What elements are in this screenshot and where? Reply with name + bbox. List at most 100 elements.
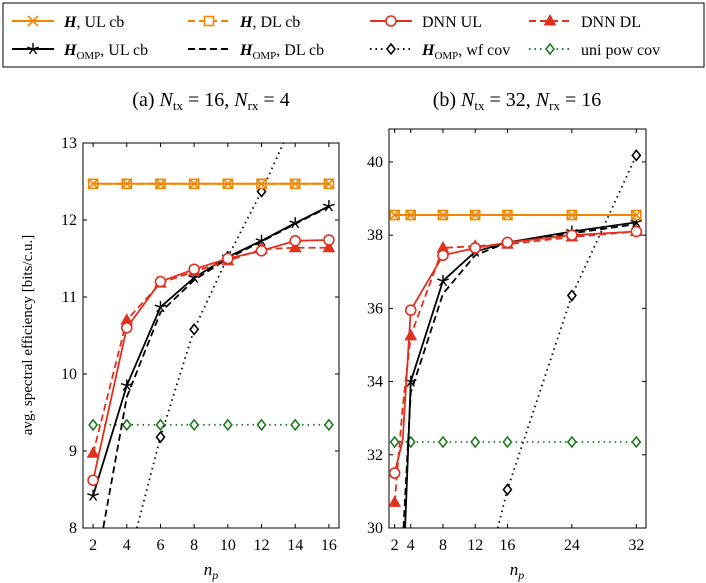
data-point [155, 430, 166, 444]
legend-entry: DNN DL [529, 13, 641, 31]
data-point [121, 418, 132, 432]
data-point [222, 252, 234, 265]
x-tick-label: 8 [439, 537, 447, 554]
legend-label: HOMP, UL cb [63, 42, 148, 62]
series-line [404, 221, 637, 528]
data-point [86, 446, 100, 458]
legend-entry: HOMP, UL cb [12, 42, 148, 62]
data-point [222, 418, 233, 432]
y-tick-label: 13 [61, 135, 77, 152]
data-point [120, 321, 133, 334]
x-axis-label-a: np [204, 560, 219, 582]
legend-entry: DNN UL [370, 14, 482, 31]
data-point [255, 178, 268, 190]
data-point [404, 328, 418, 341]
legend-entry: HOMP, DL cb [188, 42, 324, 62]
legend-entry: HOMP, wf cov [370, 42, 510, 62]
data-point [289, 178, 301, 190]
legend-label: uni pow cov [581, 42, 660, 59]
data-point [501, 236, 514, 249]
data-point [437, 209, 449, 221]
y-tick-label: 9 [69, 443, 77, 460]
legend-label: H, DL cb [239, 14, 300, 31]
data-point [630, 209, 642, 221]
data-point [222, 178, 234, 190]
data-point [631, 435, 642, 449]
y-tick-label: 38 [367, 227, 383, 244]
data-point [255, 234, 268, 247]
data-point [323, 418, 334, 432]
x-tick-label: 8 [190, 537, 198, 554]
x-tick-label: 6 [156, 537, 164, 554]
legend-label: DNN UL [422, 14, 482, 31]
data-point [566, 209, 578, 221]
data-point [389, 467, 401, 479]
data-point [437, 274, 449, 287]
panel-a-frame [82, 142, 340, 529]
data-point [389, 209, 401, 221]
data-point [322, 200, 335, 212]
y-tick-label: 40 [367, 154, 383, 171]
series-line [92, 246, 329, 454]
data-point [630, 225, 643, 238]
y-tick-label: 8 [69, 520, 77, 537]
data-point [389, 495, 401, 507]
series-group [389, 149, 643, 528]
data-point [322, 240, 336, 253]
legend-marker [203, 15, 215, 27]
data-point [290, 418, 301, 432]
data-point [121, 178, 133, 190]
data-point [88, 418, 99, 432]
series-line [393, 230, 637, 503]
legend-marker [27, 43, 39, 55]
data-point [404, 375, 417, 387]
legend-label: HOMP, wf cov [421, 42, 510, 62]
legend-label: DNN DL [581, 14, 641, 31]
series-line [102, 206, 330, 528]
x-tick-label: 2 [391, 537, 399, 554]
data-point [288, 240, 302, 253]
data-point [189, 323, 200, 336]
legend-label: HOMP, DL cb [239, 42, 324, 62]
data-point [255, 245, 268, 257]
series-line [92, 239, 329, 481]
data-point [566, 229, 578, 241]
x-tick-label: 16 [321, 537, 337, 554]
data-point [437, 249, 449, 262]
legend-label: H, UL cb [63, 14, 124, 31]
data-point [404, 304, 417, 316]
data-point [154, 301, 167, 313]
data-point [323, 178, 335, 190]
panel-a: 2 4 6 8 10 12 14 16 8 9 10 11 12 13 [61, 135, 339, 554]
panel-b-frame [388, 128, 647, 529]
x-tick-label: 12 [467, 537, 483, 554]
data-point [470, 435, 481, 449]
data-point [566, 435, 577, 449]
series-line [92, 205, 330, 496]
x-tick-label: 4 [123, 537, 131, 554]
panel-b: 2 4 8 12 16 24 32 30 32 34 36 38 40 [367, 129, 646, 554]
data-point [87, 474, 99, 487]
x-tick-label: 4 [407, 537, 415, 554]
y-axis-label: avg. spectral efficiency [bits/c.u.] [20, 235, 36, 435]
data-point [256, 418, 267, 432]
legend-marker [544, 42, 556, 56]
x-tick-label: 24 [564, 537, 580, 554]
data-point [502, 483, 513, 496]
data-point [120, 379, 133, 391]
series-group [86, 143, 336, 528]
data-point [405, 209, 417, 221]
y-tick-label: 10 [61, 366, 77, 383]
data-point [389, 435, 400, 449]
panel-a-title: (a) Ntx = 16, Nrx = 4 [132, 89, 289, 113]
data-point [154, 178, 167, 190]
legend-marker [27, 15, 39, 27]
x-tick-label: 2 [89, 537, 97, 554]
legend: H, UL cb H, DL cb DNN UL DNN DL HOMP, UL cb H… [12, 13, 660, 62]
data-point [437, 435, 449, 449]
legend-entry: H, UL cb [12, 14, 124, 31]
panel-b-title: (b) Ntx = 32, Nrx = 16 [433, 89, 602, 113]
x-axis-label-b: np [510, 560, 525, 582]
y-tick-label: 32 [367, 447, 383, 464]
legend-marker [385, 42, 397, 56]
